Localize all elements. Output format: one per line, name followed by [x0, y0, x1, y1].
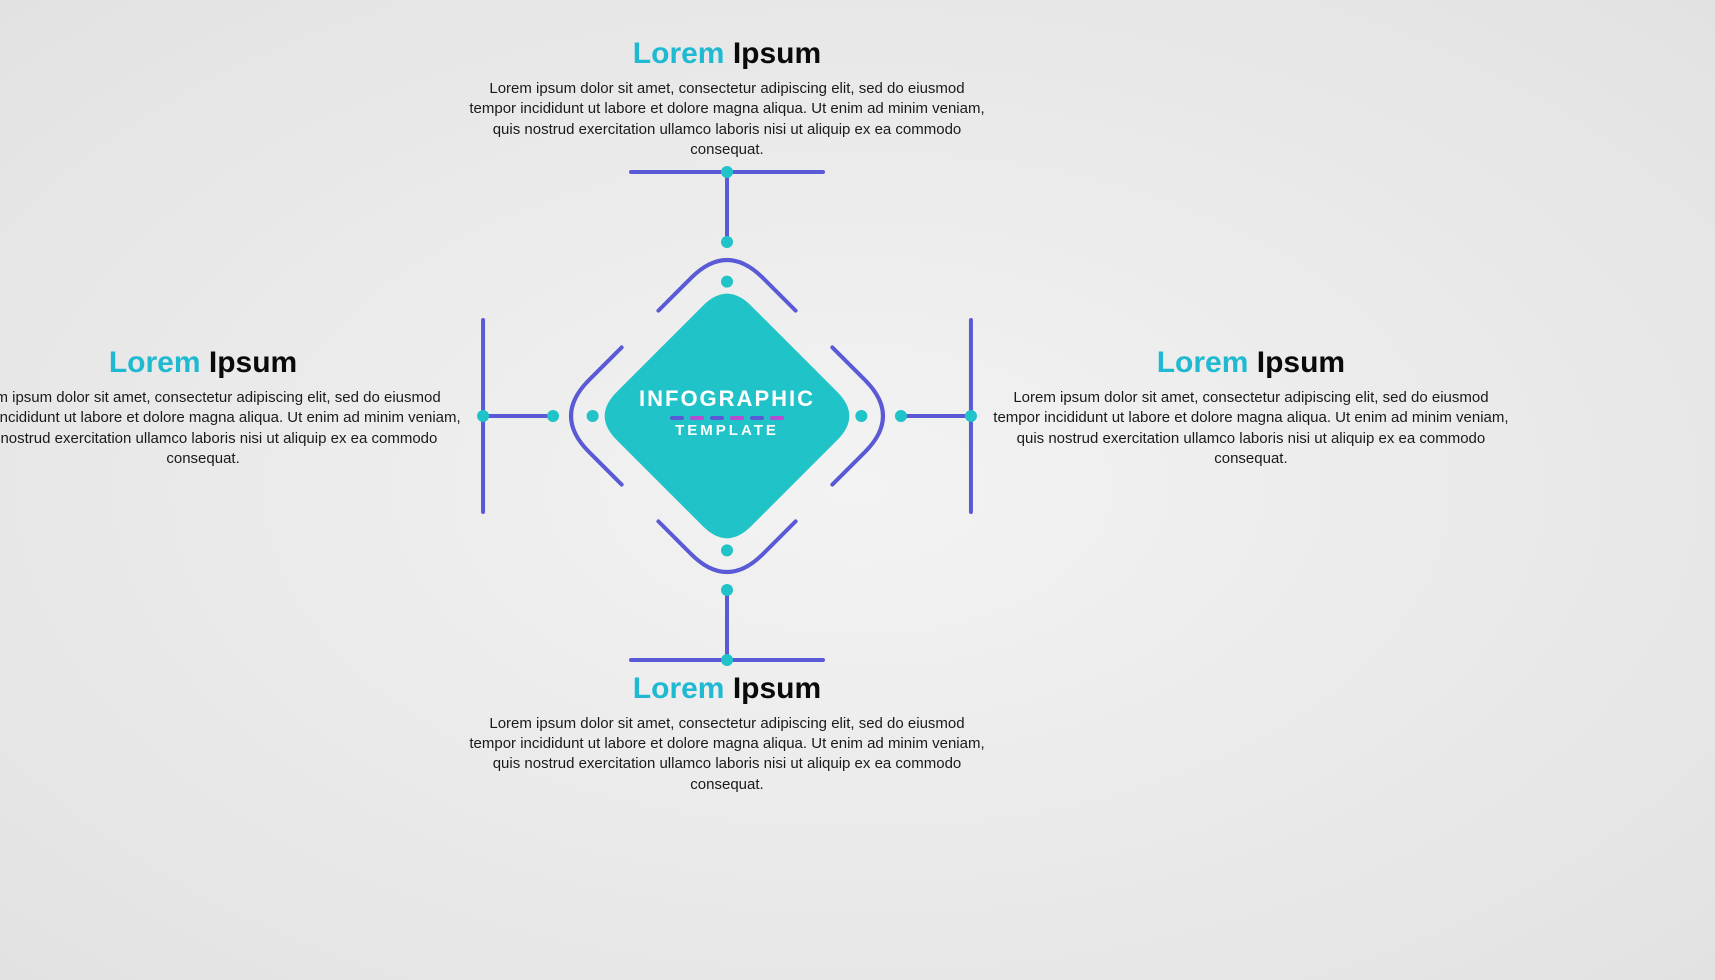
block-bottom-body: Lorem ipsum dolor sit amet, consectetur …	[467, 714, 987, 795]
center-title-line2: TEMPLATE	[617, 422, 837, 439]
center-divider	[617, 416, 837, 420]
block-left-heading: Lorem Ipsum	[0, 346, 463, 380]
heading-word-2: Ipsum	[209, 346, 297, 379]
block-top: Lorem Ipsum Lorem ipsum dolor sit amet, …	[467, 37, 987, 160]
block-left: Lorem Ipsum Lorem ipsum dolor sit amet, …	[0, 346, 463, 469]
heading-word-1: Lorem	[1157, 346, 1249, 379]
block-top-heading: Lorem Ipsum	[467, 37, 987, 71]
block-bottom: Lorem Ipsum Lorem ipsum dolor sit amet, …	[467, 672, 987, 795]
heading-word-1: Lorem	[633, 37, 725, 70]
block-top-body: Lorem ipsum dolor sit amet, consectetur …	[467, 79, 987, 160]
block-right-heading: Lorem Ipsum	[991, 346, 1511, 380]
center-title-line1: INFOGRAPHIC	[617, 386, 837, 412]
block-bottom-heading: Lorem Ipsum	[467, 672, 987, 706]
block-left-body: Lorem ipsum dolor sit amet, consectetur …	[0, 388, 463, 469]
heading-word-1: Lorem	[633, 672, 725, 705]
center-label: INFOGRAPHIC TEMPLATE	[617, 386, 837, 439]
heading-word-1: Lorem	[109, 346, 201, 379]
heading-word-2: Ipsum	[1257, 346, 1345, 379]
heading-word-2: Ipsum	[733, 37, 821, 70]
block-right-body: Lorem ipsum dolor sit amet, consectetur …	[991, 388, 1511, 469]
heading-word-2: Ipsum	[733, 672, 821, 705]
block-right: Lorem Ipsum Lorem ipsum dolor sit amet, …	[991, 346, 1511, 469]
infographic-canvas: INFOGRAPHIC TEMPLATE Lorem Ipsum Lorem i…	[0, 0, 1715, 980]
